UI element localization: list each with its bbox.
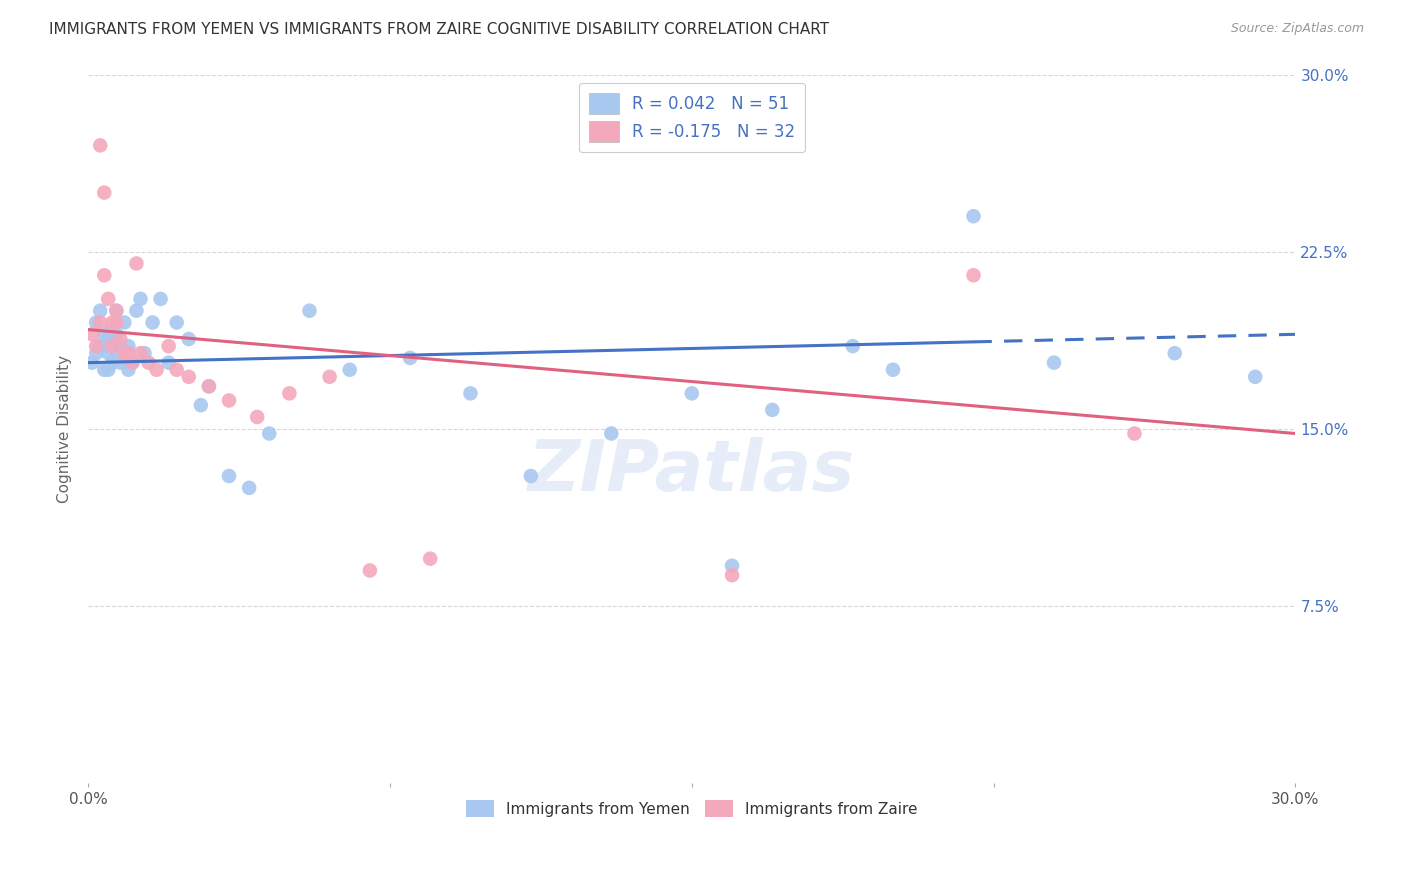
Point xyxy=(105,351,128,365)
Point xyxy=(721,568,744,582)
Y-axis label: Cognitive Disability: Cognitive Disability xyxy=(58,355,72,503)
Point xyxy=(110,332,132,346)
Point xyxy=(93,186,115,200)
Point xyxy=(141,316,163,330)
Point xyxy=(117,339,139,353)
Point xyxy=(97,332,120,346)
Point xyxy=(84,346,107,360)
Text: ZIPatlas: ZIPatlas xyxy=(529,437,855,506)
Point xyxy=(105,303,128,318)
Point xyxy=(681,386,703,401)
Point xyxy=(112,351,135,365)
Point xyxy=(82,356,104,370)
Point xyxy=(134,346,156,360)
Point xyxy=(145,363,167,377)
Point xyxy=(842,339,865,353)
Point xyxy=(177,332,200,346)
Point xyxy=(166,316,188,330)
Point xyxy=(600,426,623,441)
Point xyxy=(339,363,361,377)
Point xyxy=(101,339,124,353)
Point xyxy=(110,339,132,353)
Point xyxy=(89,303,111,318)
Point xyxy=(1123,426,1146,441)
Point xyxy=(97,292,120,306)
Point xyxy=(1043,356,1066,370)
Point xyxy=(112,316,135,330)
Text: IMMIGRANTS FROM YEMEN VS IMMIGRANTS FROM ZAIRE COGNITIVE DISABILITY CORRELATION : IMMIGRANTS FROM YEMEN VS IMMIGRANTS FROM… xyxy=(49,22,830,37)
Point xyxy=(218,469,240,483)
Point xyxy=(257,426,280,441)
Point xyxy=(89,138,111,153)
Legend: Immigrants from Yemen, Immigrants from Zaire: Immigrants from Yemen, Immigrants from Z… xyxy=(458,792,925,825)
Point xyxy=(278,386,301,401)
Point xyxy=(89,316,111,330)
Point xyxy=(246,409,269,424)
Point xyxy=(97,363,120,377)
Point xyxy=(318,369,340,384)
Point xyxy=(1244,369,1267,384)
Point xyxy=(105,327,128,342)
Point xyxy=(105,316,128,330)
Point xyxy=(101,356,124,370)
Point xyxy=(112,346,135,360)
Point xyxy=(117,363,139,377)
Point xyxy=(218,393,240,408)
Point xyxy=(520,469,543,483)
Point xyxy=(125,303,148,318)
Point xyxy=(1164,346,1187,360)
Point xyxy=(84,316,107,330)
Point xyxy=(962,268,984,283)
Point xyxy=(93,363,115,377)
Point xyxy=(460,386,482,401)
Point xyxy=(198,379,221,393)
Point xyxy=(82,327,104,342)
Point xyxy=(89,339,111,353)
Point xyxy=(149,292,172,306)
Point xyxy=(882,363,904,377)
Point xyxy=(110,356,132,370)
Point xyxy=(121,356,143,370)
Point xyxy=(166,363,188,377)
Point xyxy=(298,303,321,318)
Point xyxy=(399,351,422,365)
Point xyxy=(721,558,744,573)
Point xyxy=(117,346,139,360)
Point xyxy=(157,356,180,370)
Point xyxy=(419,551,441,566)
Point xyxy=(138,356,160,370)
Point xyxy=(84,339,107,353)
Point xyxy=(761,403,783,417)
Point xyxy=(101,322,124,336)
Point xyxy=(359,564,381,578)
Point xyxy=(97,346,120,360)
Point xyxy=(238,481,260,495)
Point xyxy=(101,316,124,330)
Point xyxy=(93,268,115,283)
Point xyxy=(129,292,152,306)
Point xyxy=(93,327,115,342)
Point xyxy=(121,356,143,370)
Point xyxy=(190,398,212,412)
Point xyxy=(198,379,221,393)
Point xyxy=(93,339,115,353)
Point xyxy=(157,339,180,353)
Point xyxy=(105,303,128,318)
Text: Source: ZipAtlas.com: Source: ZipAtlas.com xyxy=(1230,22,1364,36)
Point xyxy=(962,209,984,223)
Point xyxy=(129,346,152,360)
Point xyxy=(125,256,148,270)
Point xyxy=(177,369,200,384)
